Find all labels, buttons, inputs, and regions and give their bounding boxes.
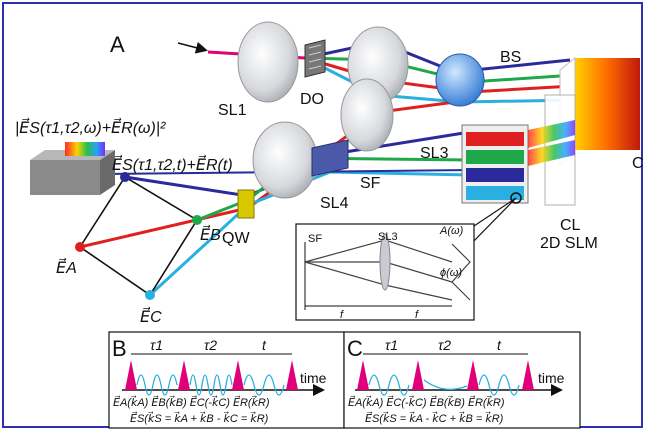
label-sl4: SL4 — [320, 195, 349, 212]
label-c-cut: C — [632, 155, 644, 172]
label-sf: SF — [360, 175, 381, 192]
spectrum-strip — [65, 142, 105, 156]
inset-lens — [379, 233, 391, 291]
ec-point — [145, 290, 155, 300]
inset-f1: f — [340, 309, 344, 321]
b-t: t — [262, 337, 267, 353]
equation-time-field: E⃗S(τ1,τ2,t)+E⃗R(t) — [112, 154, 233, 174]
input-arrow — [177, 41, 208, 54]
label-sl3: SL3 — [420, 145, 449, 162]
beam-group-top — [304, 40, 591, 104]
b-row2: E⃗S(k⃗S = k⃗A + k⃗B - k⃗C = k⃗R) — [130, 411, 269, 425]
cylindrical-lens-mirror — [575, 58, 640, 150]
panel-b-label: B — [112, 336, 127, 361]
c-t: t — [497, 337, 502, 353]
inset-a-omega: A(ω) — [439, 225, 464, 237]
diffractive-optic — [304, 39, 326, 78]
equation-spectrum: |E⃗S(τ1,τ2,ω)+E⃗R(ω)|² — [15, 117, 166, 137]
b-time: time — [300, 370, 327, 386]
inset-f2: f — [415, 309, 419, 321]
eb-point — [192, 215, 202, 225]
c-row1: E⃗A(k⃗A) E⃗C(-k⃗C) E⃗B(k⃗B) E⃗R(k⃗R) — [348, 395, 505, 409]
spatial-filter — [311, 139, 349, 177]
panel-c-box — [343, 331, 581, 429]
label-ec: E⃗C — [140, 306, 162, 326]
c-tau2: τ2 — [438, 337, 451, 353]
inset-phi-omega: ϕ(ω) — [440, 267, 462, 279]
c-row2: E⃗S(k⃗S = k⃗A - k⃗C + k⃗B = k⃗R) — [365, 411, 504, 425]
es-point — [120, 172, 130, 182]
label-do: DO — [300, 91, 324, 108]
lens-sl1 — [237, 21, 299, 103]
label-cl: CL — [560, 217, 581, 234]
b-tau1: τ1 — [150, 337, 163, 353]
inset-sf: SF — [308, 233, 322, 245]
quarter-wave-plate — [237, 189, 255, 219]
ea-point — [75, 242, 85, 252]
detector-camera — [30, 160, 100, 195]
b-row1: E⃗A(k⃗A) E⃗B(k⃗B) E⃗C(-k⃗C) E⃗R(k⃗R) — [113, 395, 270, 409]
panel-b-pulses — [125, 360, 298, 390]
slm-rainbow-beams — [528, 120, 575, 166]
label-eb: E⃗B — [200, 224, 221, 244]
lens-sl3 — [340, 78, 394, 152]
panel-c-label: C — [347, 336, 363, 361]
inset-sl3: SL3 — [378, 231, 398, 243]
beam-splitter — [435, 53, 485, 107]
lens-sl4 — [252, 121, 318, 199]
label-sl1: SL1 — [218, 102, 247, 119]
label-qw: QW — [222, 230, 250, 247]
label-bs: BS — [500, 49, 521, 66]
label-slm: 2D SLM — [540, 235, 598, 252]
panel-a-label: A — [110, 32, 125, 57]
c-time: time — [538, 370, 565, 386]
b-tau2: τ2 — [204, 337, 217, 353]
label-ea: E⃗A — [56, 257, 77, 277]
c-tau1: τ1 — [385, 337, 398, 353]
spatial-light-modulator — [461, 124, 529, 204]
panel-c-pulses — [357, 360, 534, 390]
